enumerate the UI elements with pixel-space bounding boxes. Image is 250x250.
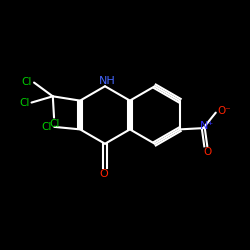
Text: O⁻: O⁻ [217, 106, 231, 117]
Text: Cl: Cl [49, 119, 60, 129]
Text: O: O [100, 169, 108, 179]
Text: Cl: Cl [42, 122, 52, 132]
Text: NH: NH [98, 76, 116, 86]
Text: O: O [203, 147, 211, 158]
Text: Cl: Cl [19, 98, 30, 108]
Text: N⁺: N⁺ [200, 121, 214, 130]
Text: Cl: Cl [22, 77, 32, 87]
